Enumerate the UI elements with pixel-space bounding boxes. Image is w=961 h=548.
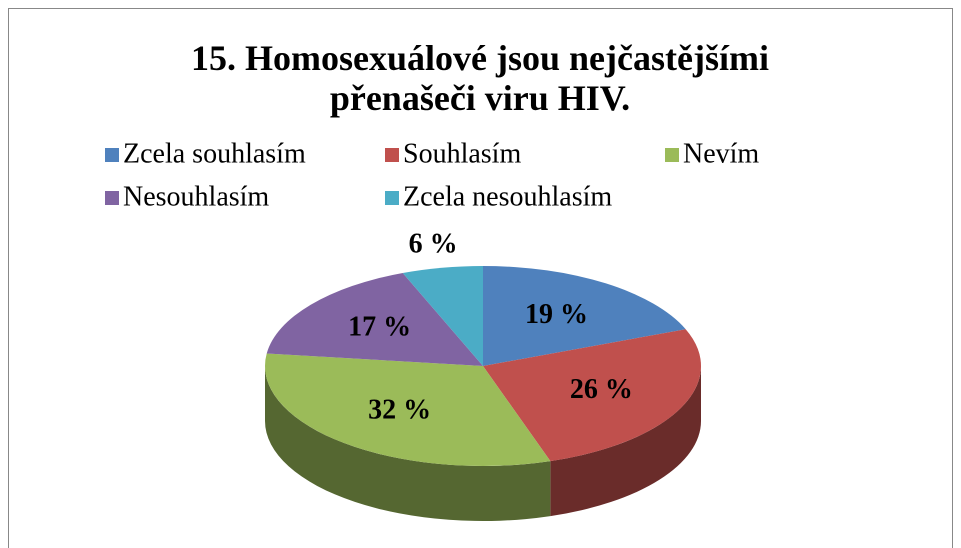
data-label: 6 % [409, 229, 458, 260]
data-label: 32 % [368, 395, 431, 426]
data-label: 19 % [525, 299, 588, 330]
chart-frame [8, 8, 953, 548]
legend-label: Zcela nesouhlasím [403, 181, 612, 212]
pie-slice [264, 353, 551, 466]
pie-slice [483, 266, 686, 366]
legend-label: Zcela souhlasím [123, 138, 306, 169]
data-label: 17 % [348, 312, 411, 343]
pie-slice [483, 329, 701, 462]
legend-swatch [105, 191, 119, 205]
chart-title: 15. Homosexuálové jsou nejčastějšími pře… [191, 38, 769, 118]
legend-swatch [105, 148, 119, 162]
legend-label: Nesouhlasím [123, 181, 269, 212]
pie-slice [266, 273, 483, 366]
legend-swatch [385, 191, 399, 205]
pie-side [265, 366, 551, 521]
pie-side [550, 366, 701, 517]
pie-slice [402, 266, 483, 366]
data-label: 26 % [570, 374, 633, 405]
legend-label: Souhlasím [403, 138, 521, 169]
legend-label: Nevím [683, 138, 759, 169]
legend-swatch [665, 148, 679, 162]
legend-swatch [385, 148, 399, 162]
